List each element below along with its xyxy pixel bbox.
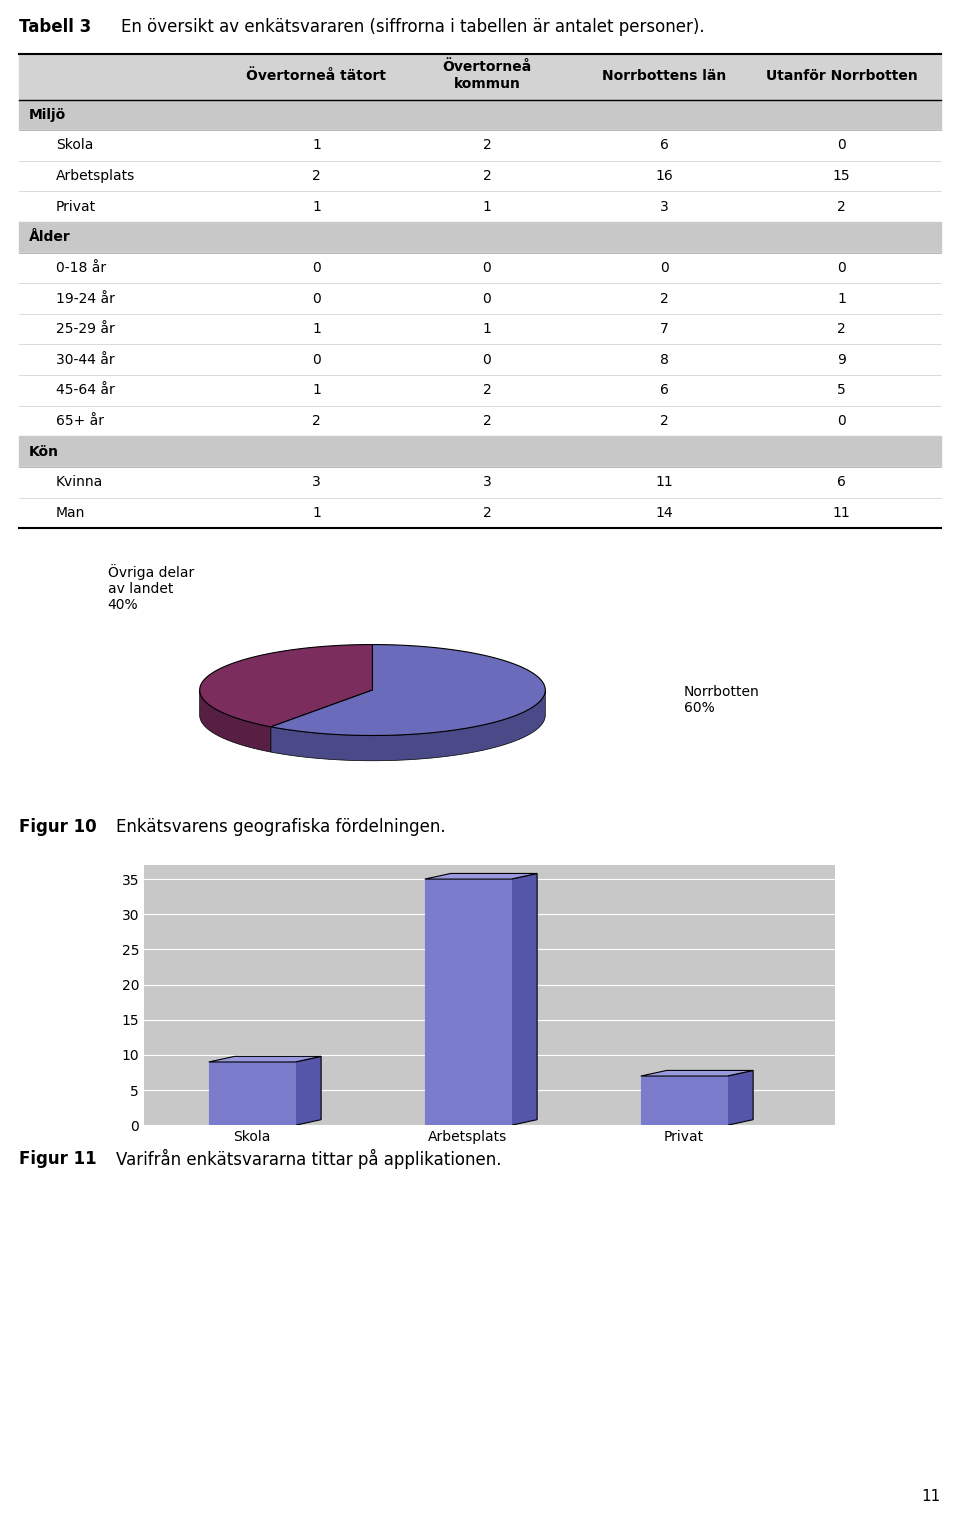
Polygon shape (425, 874, 538, 879)
Text: Arbetsplats: Arbetsplats (56, 168, 135, 184)
Text: 1: 1 (312, 138, 321, 153)
Text: 2: 2 (483, 505, 492, 521)
Bar (19, 54, 941, 100)
Text: Tabell 3: Tabell 3 (19, 18, 91, 35)
Text: 6: 6 (660, 138, 669, 153)
Text: 2: 2 (483, 413, 492, 429)
Text: 11: 11 (833, 505, 851, 521)
Text: 0: 0 (483, 352, 492, 367)
Text: 3: 3 (483, 475, 492, 490)
Text: 9: 9 (837, 352, 846, 367)
Bar (19, 253, 941, 283)
Text: 0: 0 (312, 260, 321, 276)
Polygon shape (271, 645, 545, 735)
Bar (209, 1063, 296, 1125)
Text: Miljö: Miljö (29, 107, 65, 122)
Text: 0: 0 (660, 260, 669, 276)
Polygon shape (296, 1056, 321, 1125)
Text: 0-18 år: 0-18 år (56, 260, 107, 276)
Text: Figur 10: Figur 10 (19, 818, 97, 836)
Bar (641, 1076, 728, 1125)
Text: 30-44 år: 30-44 år (56, 352, 114, 367)
Text: Varifrån enkätsvararna tittar på applikationen.: Varifrån enkätsvararna tittar på applika… (116, 1148, 501, 1170)
Text: Ålder: Ålder (29, 230, 70, 245)
Bar (19, 436, 941, 467)
Polygon shape (512, 874, 538, 1125)
Text: 0: 0 (837, 260, 846, 276)
Text: 0: 0 (837, 413, 846, 429)
Bar (19, 344, 941, 375)
Text: 8: 8 (660, 352, 669, 367)
Text: Enkätsvarens geografiska fördelningen.: Enkätsvarens geografiska fördelningen. (116, 818, 445, 836)
Text: 11: 11 (656, 475, 673, 490)
Bar (19, 130, 941, 161)
Text: 1: 1 (483, 199, 492, 214)
Bar (425, 879, 512, 1125)
Text: 6: 6 (837, 475, 846, 490)
Text: 3: 3 (660, 199, 669, 214)
Text: Privat: Privat (56, 199, 96, 214)
Text: Övertorneå tätort: Övertorneå tätort (247, 69, 387, 83)
Bar (19, 191, 941, 222)
Text: Norrbottens län: Norrbottens län (602, 69, 727, 83)
Text: 2: 2 (660, 413, 669, 429)
Text: 1: 1 (312, 322, 321, 337)
Text: 7: 7 (660, 322, 669, 337)
Text: 5: 5 (837, 383, 846, 398)
Text: Skola: Skola (56, 138, 93, 153)
Text: 45-64 år: 45-64 år (56, 383, 115, 398)
Text: Övriga delar
av landet
40%: Övriga delar av landet 40% (108, 563, 194, 612)
Text: 2: 2 (483, 383, 492, 398)
Text: 2: 2 (483, 138, 492, 153)
Text: 2: 2 (312, 413, 321, 429)
Text: 2: 2 (837, 322, 846, 337)
Text: 1: 1 (312, 199, 321, 214)
Text: En översikt av enkätsvararen (siffrorna i tabellen är antalet personer).: En översikt av enkätsvararen (siffrorna … (121, 18, 705, 35)
Text: 3: 3 (312, 475, 321, 490)
Text: 1: 1 (312, 383, 321, 398)
Text: 0: 0 (483, 260, 492, 276)
Text: 2: 2 (483, 168, 492, 184)
Text: 2: 2 (837, 199, 846, 214)
Polygon shape (641, 1070, 753, 1076)
Bar (19, 406, 941, 436)
Bar (19, 314, 941, 344)
Text: 2: 2 (660, 291, 669, 306)
Text: 0: 0 (837, 138, 846, 153)
Bar (19, 375, 941, 406)
Text: 25-29 år: 25-29 år (56, 322, 115, 337)
Text: Kvinna: Kvinna (56, 475, 104, 490)
Polygon shape (728, 1070, 753, 1125)
Bar (19, 222, 941, 253)
Text: Norrbotten
60%: Norrbotten 60% (684, 684, 759, 715)
Bar (19, 467, 941, 498)
Bar (19, 283, 941, 314)
Text: 19-24 år: 19-24 år (56, 291, 115, 306)
Text: 15: 15 (833, 168, 851, 184)
Text: 14: 14 (656, 505, 673, 521)
Polygon shape (200, 690, 271, 752)
Text: 1: 1 (483, 322, 492, 337)
Text: 6: 6 (660, 383, 669, 398)
Text: Figur 11: Figur 11 (19, 1150, 97, 1168)
Text: Utanför Norrbotten: Utanför Norrbotten (766, 69, 918, 83)
Text: 0: 0 (312, 291, 321, 306)
Polygon shape (200, 645, 372, 727)
Text: Kön: Kön (29, 444, 59, 459)
Text: Övertorneå
kommun: Övertorneå kommun (443, 60, 532, 92)
Text: 0: 0 (483, 291, 492, 306)
Polygon shape (209, 1056, 321, 1063)
Text: 1: 1 (312, 505, 321, 521)
Text: 0: 0 (312, 352, 321, 367)
Polygon shape (271, 690, 545, 761)
Text: 65+ år: 65+ år (56, 413, 104, 429)
Text: 2: 2 (312, 168, 321, 184)
Bar (19, 498, 941, 528)
Bar (19, 161, 941, 191)
Text: Man: Man (56, 505, 85, 521)
Text: 11: 11 (922, 1490, 941, 1503)
Text: 16: 16 (656, 168, 673, 184)
Text: 1: 1 (837, 291, 846, 306)
Bar (19, 100, 941, 130)
